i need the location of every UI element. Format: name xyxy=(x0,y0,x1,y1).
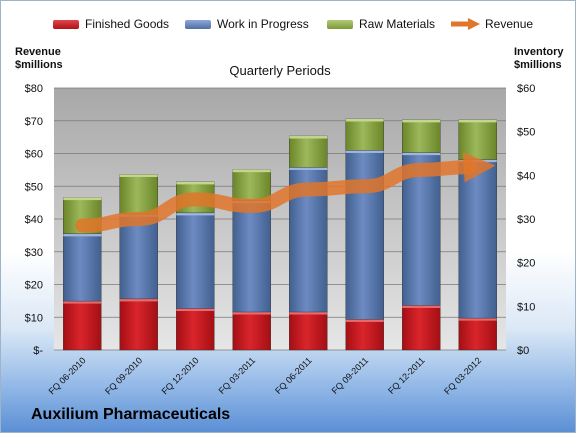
x-tick-label: FQ 03-2011 xyxy=(217,355,258,396)
chart-title: Quarterly Periods xyxy=(229,63,331,78)
right-axis-title: Inventory $millions xyxy=(514,46,564,71)
work-in-progress-bar xyxy=(458,159,497,319)
left-tick-label: $40 xyxy=(25,214,43,226)
raw-materials-bar-highlight xyxy=(232,169,271,173)
left-tick-label: $60 xyxy=(25,149,43,161)
finished-goods-bar xyxy=(458,317,497,351)
finished-goods-bar-highlight xyxy=(119,298,158,302)
legend-label-revenue: Revenue xyxy=(485,17,534,31)
finished-goods-bar-highlight xyxy=(289,312,328,315)
left-tick-label: $30 xyxy=(25,247,43,259)
x-tick-label: FQ 03-2012 xyxy=(442,355,483,396)
x-tick-label: FQ 12-2010 xyxy=(160,355,201,396)
revenue-line xyxy=(75,152,496,233)
legend-label-raw-materials: Raw Materials xyxy=(359,17,436,31)
chart-plot: Quarterly Periods $- $10 $20 $30 $40 $50 $60 $7… xyxy=(25,63,536,396)
raw-materials-bar xyxy=(289,135,328,168)
raw-materials-bar-highlight xyxy=(176,181,215,185)
raw-materials-bar xyxy=(119,174,158,215)
legend-item-revenue: Revenue xyxy=(451,17,533,31)
revenue-arrow-icon xyxy=(451,18,480,30)
finished-goods-bar-highlight xyxy=(345,319,384,322)
right-axis-ticks: $0 $10 $20 $30 $40 $50 $60 xyxy=(517,83,535,357)
right-tick-label: $20 xyxy=(517,258,535,270)
finished-goods-bar xyxy=(63,300,102,351)
left-axis-ticks: $- $10 $20 $30 $40 $50 $60 $70 $80 xyxy=(25,83,44,357)
work-in-progress-swatch xyxy=(185,19,211,29)
raw-materials-bar xyxy=(345,118,384,151)
x-axis-ticks: FQ 06-2010 FQ 09-2010 FQ 12-2010 FQ 03-2011… xyxy=(47,355,484,396)
x-tick-label: FQ 06-2010 xyxy=(47,355,88,396)
bars xyxy=(63,118,497,351)
finished-goods-bar xyxy=(289,311,328,351)
left-axis-title: Revenue $millions xyxy=(15,46,63,71)
work-in-progress-bar xyxy=(63,233,102,302)
finished-goods-bar-highlight xyxy=(176,308,215,312)
raw-materials-bar-highlight xyxy=(289,136,328,139)
finished-goods-bar xyxy=(345,319,384,351)
raw-materials-bar-highlight xyxy=(402,119,441,123)
work-in-progress-bar-highlight xyxy=(402,152,441,156)
left-tick-label: $20 xyxy=(25,280,43,292)
raw-materials-swatch xyxy=(327,19,353,29)
raw-materials-bar xyxy=(232,169,271,201)
work-in-progress-bar xyxy=(345,150,384,320)
raw-materials-bar-highlight xyxy=(119,174,158,177)
revenue-line-path xyxy=(75,160,477,233)
work-in-progress-bar xyxy=(176,212,215,309)
raw-materials-bar xyxy=(458,119,497,160)
left-tick-label: $80 xyxy=(25,83,43,95)
legend-item-finished-goods: Finished Goods xyxy=(53,17,169,31)
legend-item-work-in-progress: Work in Progress xyxy=(185,17,309,31)
finished-goods-bar xyxy=(119,298,158,351)
right-tick-label: $30 xyxy=(517,214,535,226)
finished-goods-swatch xyxy=(53,19,79,29)
work-in-progress-bar-highlight xyxy=(289,167,328,170)
finished-goods-bar-highlight xyxy=(232,312,271,315)
right-tick-label: $60 xyxy=(517,83,535,95)
x-tick-label: FQ 09-2011 xyxy=(330,355,371,396)
finished-goods-bar xyxy=(402,305,441,351)
left-tick-label: $70 xyxy=(25,116,43,128)
legend-label-work-in-progress: Work in Progress xyxy=(217,17,309,31)
work-in-progress-bar-highlight xyxy=(345,150,384,153)
left-tick-label: $50 xyxy=(25,181,43,193)
left-tick-label: $- xyxy=(33,345,43,357)
right-tick-label: $50 xyxy=(517,127,535,139)
work-in-progress-bar-highlight xyxy=(63,233,102,237)
x-tick-label: FQ 06-2011 xyxy=(273,355,314,396)
raw-materials-bar-highlight xyxy=(458,119,497,123)
right-tick-label: $10 xyxy=(517,301,535,313)
revenue-arrow-head xyxy=(462,152,496,183)
work-in-progress-bar-highlight xyxy=(176,212,215,216)
finished-goods-bar xyxy=(232,311,271,351)
company-name: Auxilium Pharmaceuticals xyxy=(31,406,231,423)
legend-item-raw-materials: Raw Materials xyxy=(327,17,435,31)
finished-goods-bar-highlight xyxy=(458,318,497,321)
raw-materials-bar-highlight xyxy=(63,197,102,201)
legend-label-finished-goods: Finished Goods xyxy=(85,17,170,31)
left-tick-label: $10 xyxy=(25,312,43,324)
finished-goods-bar-highlight xyxy=(402,305,441,308)
finished-goods-bar-highlight xyxy=(63,301,102,304)
right-tick-label: $0 xyxy=(517,345,529,357)
work-in-progress-bar xyxy=(119,213,158,300)
finished-goods-bar xyxy=(176,308,215,351)
work-in-progress-bar xyxy=(232,200,271,313)
right-tick-label: $40 xyxy=(517,170,535,182)
x-tick-label: FQ 09-2010 xyxy=(103,355,144,396)
x-tick-label: FQ 12-2011 xyxy=(386,355,427,396)
raw-materials-bar xyxy=(402,119,441,153)
raw-materials-bar-highlight xyxy=(345,119,384,122)
